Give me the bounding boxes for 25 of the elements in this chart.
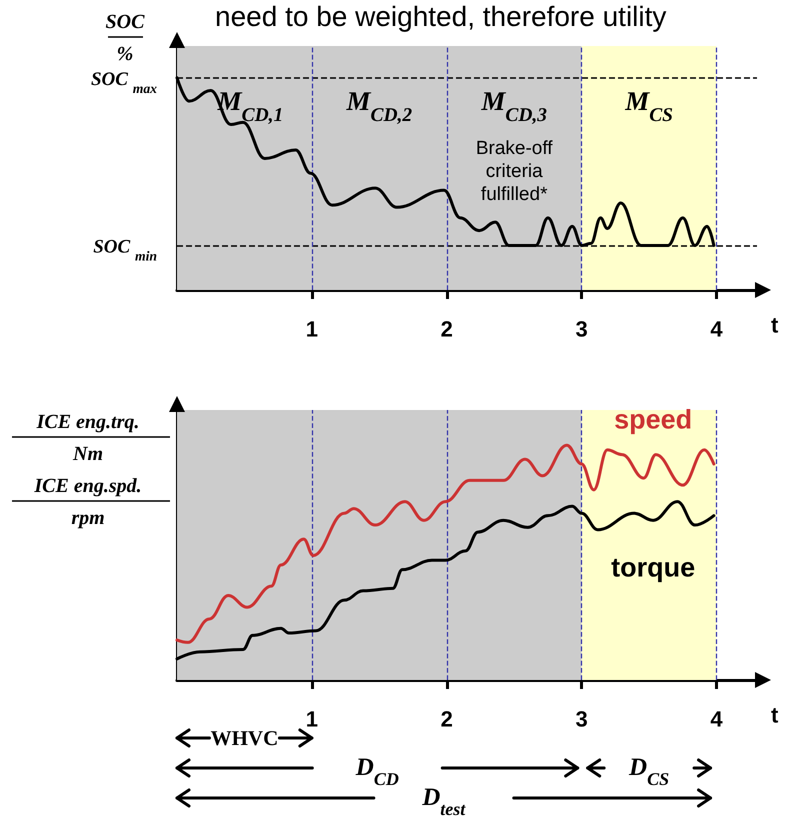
x-tick-label: 1 — [306, 316, 318, 342]
series-label: torque — [611, 552, 696, 582]
x-tick-label: 2 — [440, 316, 453, 342]
text: D$_{CD}$ — [354, 754, 399, 789]
y-axis-title: ICE eng.trq. Nm ICE eng.spd. rpm — [33, 411, 142, 529]
annotation: M$_{CD,3}$ — [480, 86, 548, 126]
x-tick-label: 3 — [576, 706, 588, 732]
x-tick-label: 1 — [306, 706, 318, 732]
x-axis-title: t — [771, 312, 779, 338]
ref-line-label: SOC $_{max}$ — [90, 68, 158, 96]
y-axis-title: SOC % — [106, 11, 146, 65]
annotation: M$_{CD,2}$ — [346, 86, 412, 126]
series-label: speed — [614, 404, 692, 434]
annotation: Brake-off criteria fulfilled* — [476, 138, 554, 205]
text: D$_{CS}$ — [628, 754, 670, 789]
text: D$_{test}$ — [421, 784, 466, 819]
x-tick-label: 4 — [710, 316, 724, 342]
annotation: M$_{CS}$ — [624, 86, 673, 126]
x-axis-title: t — [771, 702, 779, 728]
text: WHVC — [210, 726, 278, 750]
ref-line-label: SOC $_{min}$ — [93, 236, 157, 263]
x-tick-label: 3 — [576, 316, 588, 342]
x-tick-label: 4 — [710, 706, 724, 732]
x-tick-label: 2 — [440, 706, 453, 732]
chart-title: need to be weighted, therefore utility — [215, 1, 666, 32]
